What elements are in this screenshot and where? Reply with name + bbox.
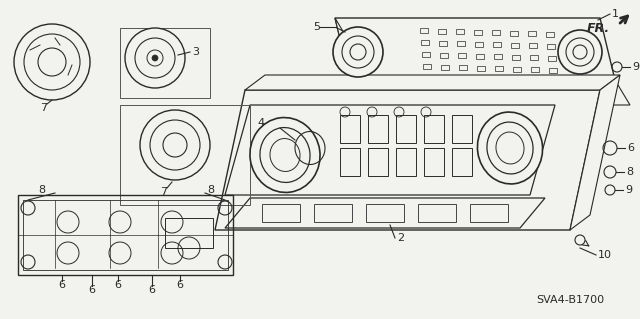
Bar (18, 195, 233, 275)
Text: 4: 4 (258, 118, 265, 128)
Bar (456, 29, 464, 34)
Bar (512, 55, 520, 60)
Bar (492, 30, 500, 35)
Bar (366, 204, 404, 222)
Bar (23, 200, 228, 270)
Bar (530, 55, 538, 60)
Polygon shape (215, 90, 600, 230)
Bar (494, 54, 502, 59)
Text: 6: 6 (177, 280, 184, 290)
Bar (340, 148, 360, 176)
Bar (262, 204, 300, 222)
Bar (422, 52, 430, 57)
Bar (459, 65, 467, 70)
Bar (511, 42, 519, 48)
Text: 2: 2 (397, 233, 404, 243)
Bar (440, 53, 448, 57)
Bar (438, 28, 446, 33)
Text: 8: 8 (38, 185, 45, 195)
Bar (474, 29, 482, 34)
Text: 8: 8 (626, 167, 633, 177)
Polygon shape (570, 75, 620, 230)
Text: 5: 5 (313, 22, 320, 32)
Text: 6: 6 (148, 285, 156, 295)
Bar (396, 115, 416, 143)
Bar (547, 43, 555, 48)
Bar (513, 66, 521, 71)
Bar (120, 105, 250, 205)
Bar (340, 115, 360, 143)
Text: SVA4-B1700: SVA4-B1700 (536, 295, 604, 305)
Polygon shape (335, 18, 615, 80)
Text: 9: 9 (632, 62, 639, 72)
Bar (493, 42, 501, 47)
Bar (548, 56, 556, 61)
Bar (368, 148, 388, 176)
Text: 6: 6 (115, 280, 122, 290)
Text: 7: 7 (160, 187, 167, 197)
Bar (452, 148, 472, 176)
Bar (418, 204, 456, 222)
Text: 8: 8 (207, 185, 214, 195)
Bar (441, 64, 449, 70)
Bar (452, 115, 472, 143)
Bar (531, 67, 539, 72)
Text: 10: 10 (598, 250, 612, 260)
Polygon shape (350, 80, 630, 105)
Bar (420, 28, 428, 33)
Bar (495, 66, 503, 71)
Bar (475, 41, 483, 47)
Text: 3: 3 (192, 47, 199, 57)
Polygon shape (225, 198, 545, 228)
Bar (120, 28, 210, 98)
Text: 9: 9 (625, 185, 632, 195)
Circle shape (140, 110, 210, 180)
Bar (421, 40, 429, 45)
Ellipse shape (477, 112, 543, 184)
Bar (477, 65, 485, 70)
Polygon shape (245, 75, 620, 90)
Circle shape (14, 24, 90, 100)
Bar (439, 41, 447, 46)
Bar (424, 115, 444, 143)
Bar (457, 41, 465, 46)
Bar (528, 31, 536, 36)
Bar (314, 204, 352, 222)
Bar (470, 204, 508, 222)
Bar (423, 64, 431, 69)
Bar (476, 54, 484, 58)
Polygon shape (225, 105, 555, 195)
Circle shape (333, 27, 383, 77)
Bar (529, 43, 537, 48)
Circle shape (152, 55, 158, 61)
Text: 6: 6 (627, 143, 634, 153)
Polygon shape (335, 18, 365, 105)
Ellipse shape (250, 117, 320, 192)
Text: 6: 6 (88, 285, 95, 295)
Text: FR.: FR. (587, 21, 610, 34)
Bar (549, 68, 557, 72)
Bar (165, 218, 213, 248)
Bar (458, 53, 466, 58)
Bar (396, 148, 416, 176)
Bar (368, 115, 388, 143)
Circle shape (125, 28, 185, 88)
Circle shape (558, 30, 602, 74)
Text: 6: 6 (58, 280, 65, 290)
Bar (510, 31, 518, 35)
Bar (424, 148, 444, 176)
Text: 1: 1 (612, 9, 619, 19)
Bar (546, 32, 554, 36)
Text: 7: 7 (40, 103, 47, 113)
